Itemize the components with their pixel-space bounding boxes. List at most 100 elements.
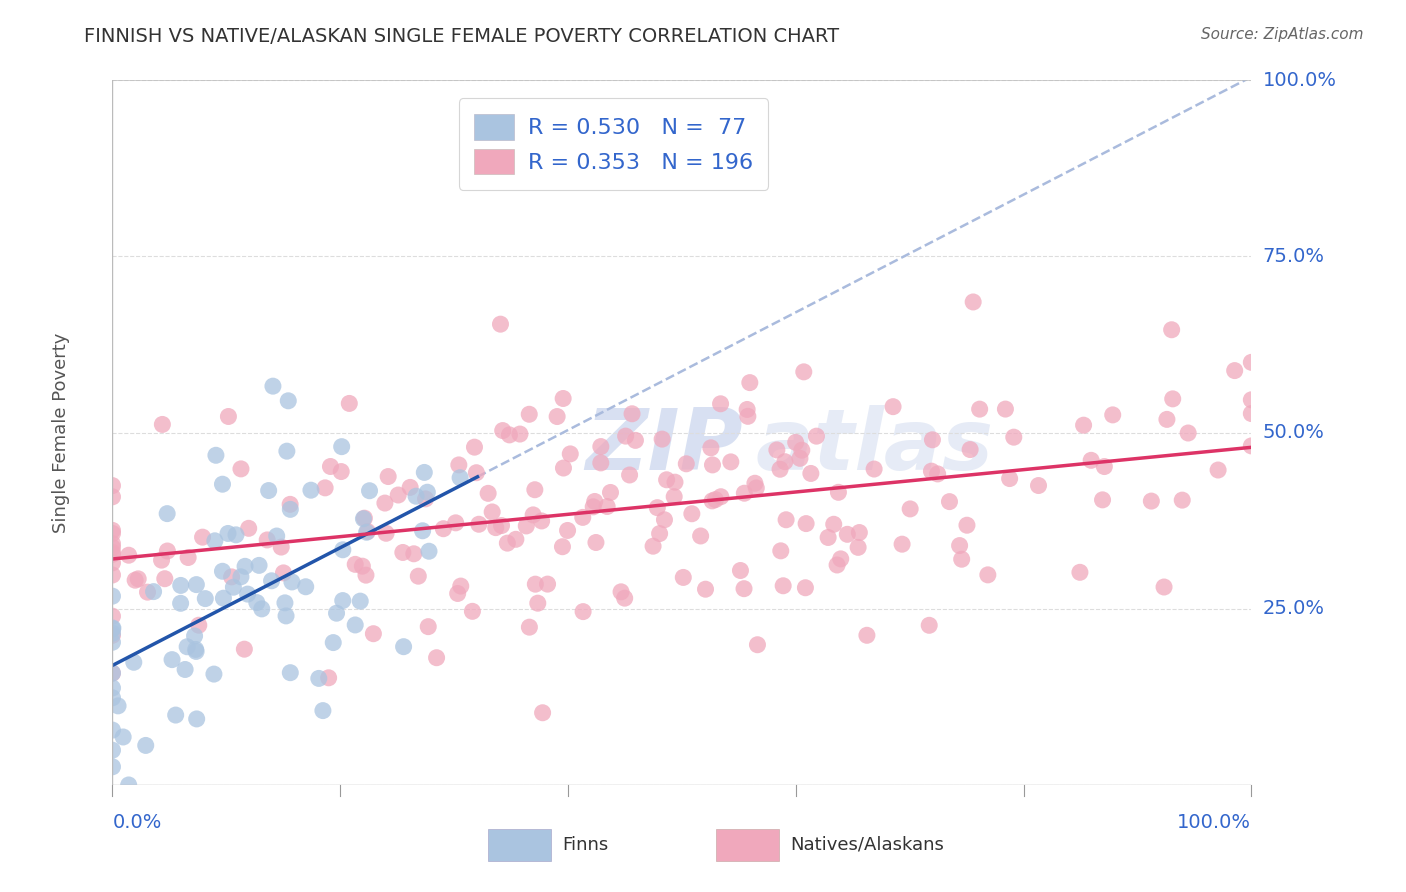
Point (773, 455, 796, 469)
Point (827, 485, 849, 500)
Point (262, 379, 284, 393)
Point (720, 455, 742, 469)
Point (654, 513, 676, 527)
Point (738, 376, 761, 390)
Point (789, 451, 811, 466)
Point (250, 602, 273, 616)
Text: 0.0%: 0.0% (112, 814, 162, 832)
Point (354, 568, 377, 582)
Point (101, 690, 124, 705)
Point (332, 593, 354, 607)
Point (432, 522, 454, 536)
Point (101, 621, 124, 635)
Point (599, 485, 621, 500)
Point (959, 442, 981, 457)
Point (772, 579, 794, 593)
Point (352, 512, 374, 526)
Point (247, 558, 270, 573)
Point (418, 620, 440, 634)
Point (229, 462, 252, 476)
Point (222, 580, 245, 594)
Point (412, 524, 434, 538)
Point (101, 556, 124, 570)
Point (1101, 408, 1123, 422)
Point (969, 402, 991, 417)
Point (101, 609, 124, 624)
Point (709, 397, 731, 411)
Point (408, 569, 430, 583)
Point (745, 481, 768, 495)
Point (583, 494, 606, 508)
Point (176, 640, 198, 654)
Point (589, 456, 612, 470)
Point (949, 539, 972, 553)
Point (312, 704, 335, 718)
Point (695, 582, 717, 597)
Point (526, 596, 548, 610)
Point (766, 442, 789, 457)
Point (101, 589, 124, 603)
Point (118, 548, 141, 562)
Point (101, 536, 124, 550)
Point (211, 477, 233, 491)
Point (392, 640, 415, 654)
Point (610, 584, 633, 599)
Point (891, 537, 914, 551)
Point (613, 591, 636, 606)
Point (664, 490, 686, 504)
Point (1240, 355, 1263, 369)
Point (898, 502, 921, 516)
Point (463, 440, 485, 454)
Point (560, 447, 582, 461)
Point (127, 572, 149, 586)
Point (498, 428, 520, 442)
Point (353, 511, 375, 525)
Point (236, 587, 259, 601)
Point (927, 467, 949, 481)
Point (704, 492, 727, 507)
Point (465, 466, 488, 480)
Point (107, 698, 129, 713)
Point (322, 635, 344, 649)
Point (536, 577, 558, 591)
Point (1028, 478, 1050, 492)
Point (589, 440, 612, 454)
Point (977, 567, 1000, 582)
Point (375, 526, 398, 541)
Point (212, 591, 235, 606)
Point (1240, 407, 1263, 421)
Point (641, 539, 664, 553)
Point (142, 584, 165, 599)
Point (553, 392, 575, 406)
Point (101, 547, 124, 561)
Point (737, 409, 759, 424)
Point (101, 541, 124, 555)
Point (124, 573, 146, 587)
Point (449, 471, 471, 485)
Point (281, 574, 304, 589)
Point (582, 500, 605, 514)
Point (477, 486, 499, 500)
Point (1091, 492, 1114, 507)
Point (278, 665, 301, 680)
Point (700, 441, 723, 455)
Point (186, 712, 208, 726)
Point (509, 427, 531, 442)
Point (733, 486, 755, 500)
Point (998, 472, 1021, 486)
Point (837, 527, 859, 541)
Point (122, 655, 145, 669)
Point (344, 618, 367, 632)
Point (399, 480, 422, 494)
Point (733, 582, 755, 596)
Point (1177, 425, 1199, 440)
Legend: R = 0.530   N =  77, R = 0.353   N = 196: R = 0.530 N = 77, R = 0.353 N = 196 (458, 98, 768, 190)
Point (571, 510, 593, 524)
Point (266, 529, 288, 543)
Point (962, 295, 984, 310)
Point (681, 507, 703, 521)
Point (702, 494, 724, 508)
Point (664, 475, 686, 490)
Point (769, 544, 792, 558)
Point (920, 464, 942, 478)
